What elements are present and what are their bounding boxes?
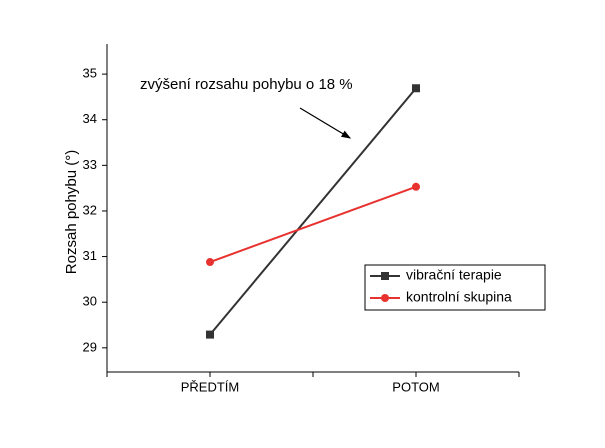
legend-label: vibrační terapie (406, 267, 502, 283)
y-tick-label: 30 (83, 294, 97, 309)
y-tick-label: 33 (83, 157, 97, 172)
y-tick-label: 31 (83, 248, 97, 263)
legend-marker (381, 272, 389, 280)
legend (364, 264, 546, 311)
y-tick-label: 29 (83, 339, 97, 354)
line (209, 185, 417, 263)
legend-label: kontrolní skupina (406, 289, 512, 305)
y-tick-label: 34 (83, 111, 97, 126)
x-tick-label: PŘEDTÍM (181, 379, 240, 394)
point (206, 330, 214, 339)
legend-marker (381, 294, 389, 302)
x-tick-label: POTOM (392, 379, 439, 394)
point (412, 182, 420, 191)
y-tick-label: 32 (83, 202, 97, 217)
annotation: zvýšení rozsahu pohybu o 18 % (140, 76, 353, 93)
line (209, 87, 417, 336)
point (412, 84, 420, 93)
annotation-arrow (299, 107, 352, 139)
point (206, 258, 214, 267)
y-axis-label: Rozsah pohybu (°) (63, 150, 80, 274)
y-tick-label: 35 (83, 66, 97, 81)
